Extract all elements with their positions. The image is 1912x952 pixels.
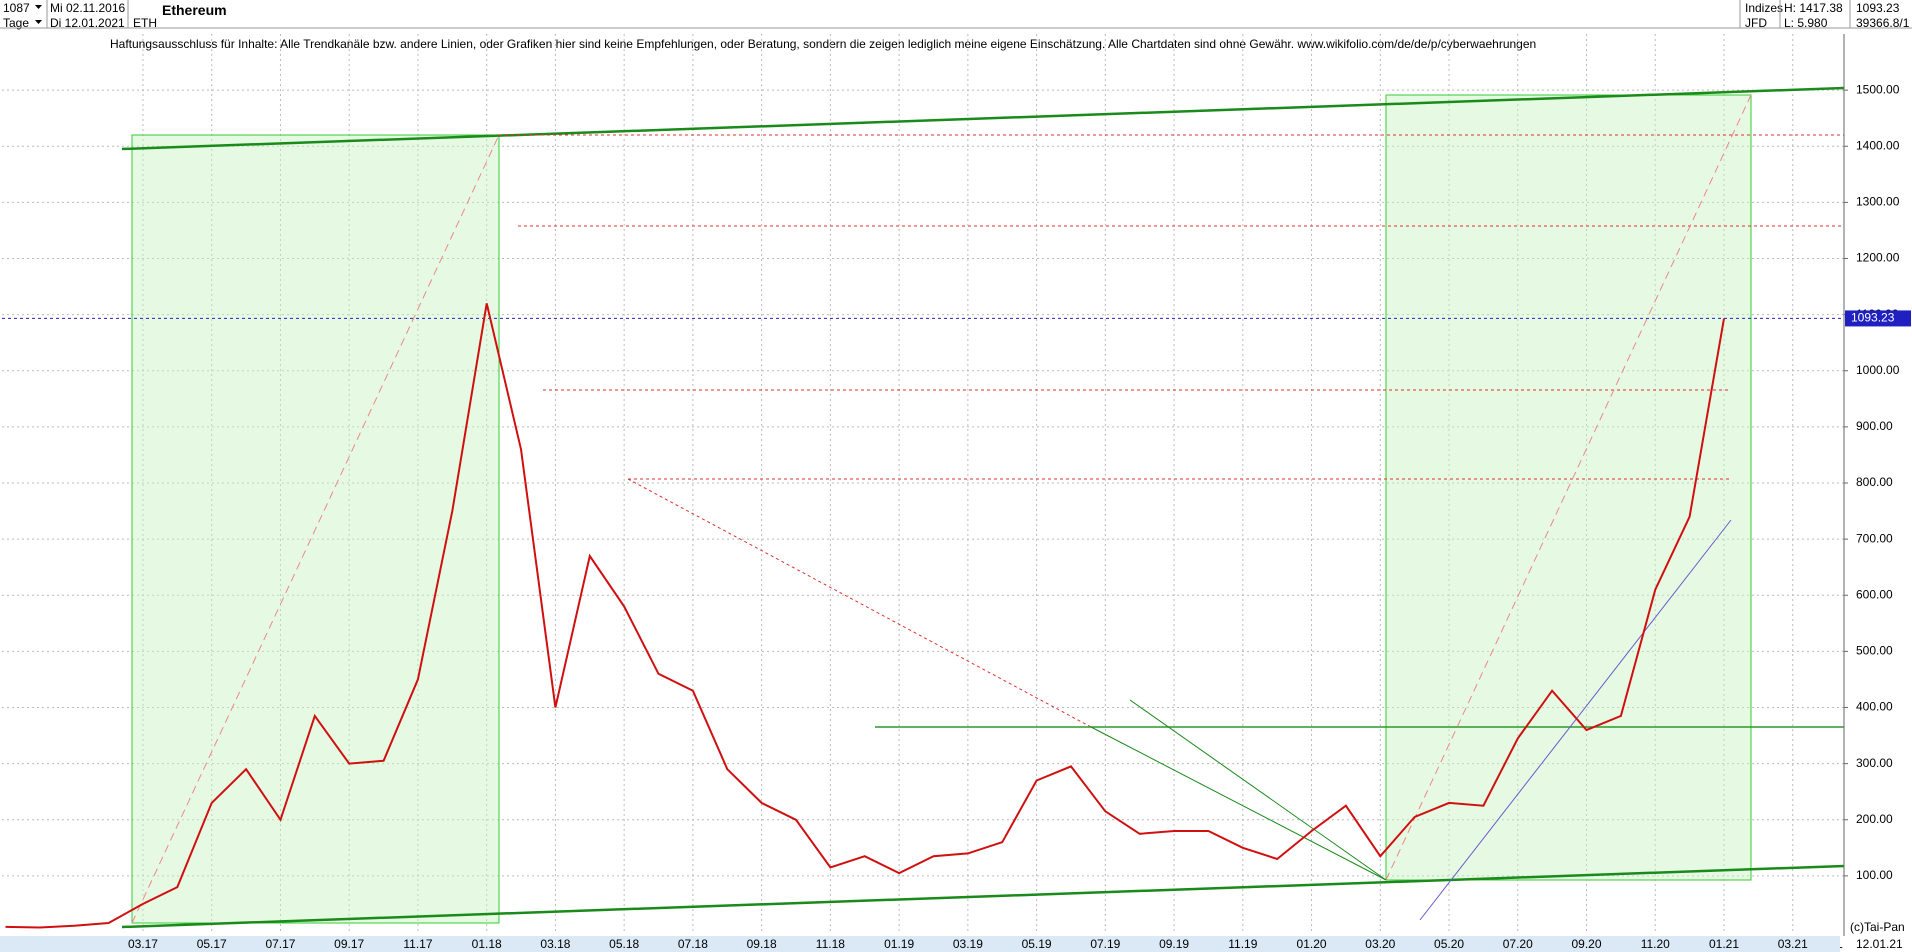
y-tick-label: 600.00 — [1856, 587, 1893, 601]
footer-date: 12.01.21 — [1856, 937, 1903, 951]
x-axis-strip — [0, 936, 1840, 952]
copyright: (c)Tai-Pan — [1850, 920, 1905, 934]
y-tick-label: 1100.00 — [1856, 307, 1899, 321]
dropdown-arrow[interactable] — [35, 20, 42, 24]
x-tick-label: 11.20 — [1641, 937, 1670, 951]
trend-line — [627, 478, 1092, 728]
dropdown-arrow[interactable] — [35, 5, 42, 9]
x-tick-label: 09.19 — [1159, 937, 1189, 951]
y-tick-label: 100.00 — [1856, 868, 1893, 882]
x-tick-label: 11.18 — [816, 937, 845, 951]
x-tick-label: 09.18 — [747, 937, 777, 951]
y-tick-label: 1300.00 — [1856, 195, 1900, 209]
channel-box — [131, 134, 500, 924]
x-tick-label: 01.20 — [1297, 937, 1327, 951]
y-tick-label: 500.00 — [1856, 644, 1893, 658]
group: Indizes — [1745, 1, 1784, 15]
y-tick-label: 800.00 — [1856, 475, 1893, 489]
trend-line — [1385, 94, 1752, 881]
price-label: 1093.23 — [1851, 311, 1895, 325]
symbol: ETH — [133, 16, 157, 30]
y-tick-label: 700.00 — [1856, 531, 1893, 545]
price-line-series — [5, 303, 1725, 929]
x-tick-label: 07.18 — [678, 937, 708, 951]
x-tick-label: 09.17 — [334, 937, 364, 951]
y-tick-label: 1000.00 — [1856, 363, 1900, 377]
x-tick-label: 03.20 — [1365, 937, 1395, 951]
x-tick-label: 05.18 — [609, 937, 639, 951]
source: JFD — [1745, 16, 1767, 30]
count[interactable]: 1087 — [3, 1, 30, 15]
x-tick-label: 01.19 — [884, 937, 914, 951]
period[interactable]: Tage — [3, 16, 30, 30]
trend-line — [1090, 726, 1387, 881]
volume: 39366.8/1 — [1856, 16, 1910, 30]
high: H: 1417.38 — [1784, 1, 1843, 15]
trend-line — [1129, 699, 1387, 881]
y-tick-label: 900.00 — [1856, 419, 1893, 433]
y-tick-label: 1400.00 — [1856, 138, 1900, 152]
low: L: 5.980 — [1784, 16, 1828, 30]
x-tick-label: 05.17 — [197, 937, 227, 951]
x-tick-label: 01.18 — [472, 937, 502, 951]
x-tick-label: 01.21 — [1709, 937, 1739, 951]
x-tick-label: 05.19 — [1022, 937, 1052, 951]
trend-line — [121, 864, 1845, 929]
trend-line — [1419, 519, 1732, 921]
disclaimer: Haftungsausschluss für Inhalte: Alle Tre… — [110, 37, 1537, 51]
x-tick-label: 11.17 — [403, 937, 432, 951]
x-tick-label: 03.19 — [953, 937, 983, 951]
x-tick-label: 03.17 — [128, 937, 158, 951]
y-tick-label: 200.00 — [1856, 812, 1893, 826]
x-tick-label: 07.20 — [1503, 937, 1533, 951]
x-tick-label: 07.17 — [265, 937, 295, 951]
channel-box — [1385, 94, 1752, 881]
x-tick-label: 09.20 — [1572, 937, 1602, 951]
y-tick-label: 400.00 — [1856, 700, 1893, 714]
date-from: Mi 02.11.2016 — [50, 1, 126, 15]
price-label-box — [1845, 310, 1911, 327]
trend-line — [121, 86, 1845, 151]
footer-mode[interactable]: L — [1836, 937, 1843, 951]
date-to: Di 12.01.2021 — [50, 16, 125, 30]
y-tick-label: 300.00 — [1856, 756, 1893, 770]
x-tick-label: 05.20 — [1434, 937, 1464, 951]
y-tick-label: 1500.00 — [1856, 82, 1900, 96]
x-tick-label: 03.21 — [1778, 937, 1808, 951]
instrument-name: Ethereum — [162, 2, 227, 18]
last-price: 1093.23 — [1856, 1, 1900, 15]
x-tick-label: 03.18 — [540, 937, 570, 951]
x-tick-label: 11.19 — [1228, 937, 1257, 951]
trend-line — [131, 134, 500, 924]
x-tick-label: 07.19 — [1090, 937, 1120, 951]
y-tick-label: 1200.00 — [1856, 251, 1900, 265]
